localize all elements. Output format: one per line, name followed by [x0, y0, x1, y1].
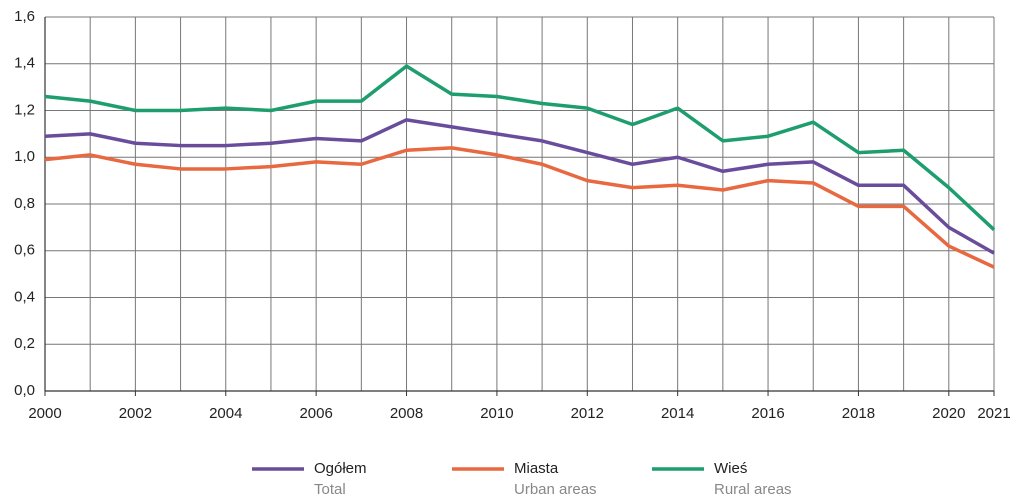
- x-tick-label: 2010: [480, 405, 513, 422]
- y-tick-label: 0,8: [14, 195, 35, 212]
- series-line: [44, 64, 996, 231]
- x-tick-label: 2002: [119, 405, 152, 422]
- series-line: [44, 118, 995, 255]
- x-tick-label: 2020: [932, 405, 965, 422]
- legend-sublabel: Urban areas: [514, 481, 597, 498]
- y-tick-label: 0,4: [14, 288, 35, 305]
- legend-label: Wieś: [714, 460, 747, 477]
- y-tick-label: 0,0: [14, 382, 35, 399]
- legend-sublabel: Total: [314, 481, 346, 498]
- x-tick-label: 2016: [751, 405, 784, 422]
- x-tick-label: 2008: [390, 405, 423, 422]
- series-line: [44, 146, 995, 269]
- y-tick-label: 1,2: [14, 101, 35, 118]
- y-tick-label: 1,6: [14, 8, 35, 25]
- y-tick-label: 0,6: [14, 242, 35, 259]
- legend-label: Miasta: [514, 460, 559, 477]
- x-tick-label: 2014: [661, 405, 694, 422]
- legend-sublabel: Rural areas: [714, 481, 792, 498]
- y-tick-label: 1,4: [14, 55, 35, 72]
- x-tick-label: 2006: [299, 405, 332, 422]
- x-tick-label: 2018: [842, 405, 875, 422]
- y-tick-label: 0,2: [14, 335, 35, 352]
- y-tick-label: 1,0: [14, 148, 35, 165]
- x-tick-label: 2004: [209, 405, 242, 422]
- legend-label: Ogółem: [314, 460, 367, 477]
- x-tick-label: 2021: [977, 405, 1010, 422]
- x-tick-label: 2000: [28, 405, 61, 422]
- x-tick-label: 2012: [571, 405, 604, 422]
